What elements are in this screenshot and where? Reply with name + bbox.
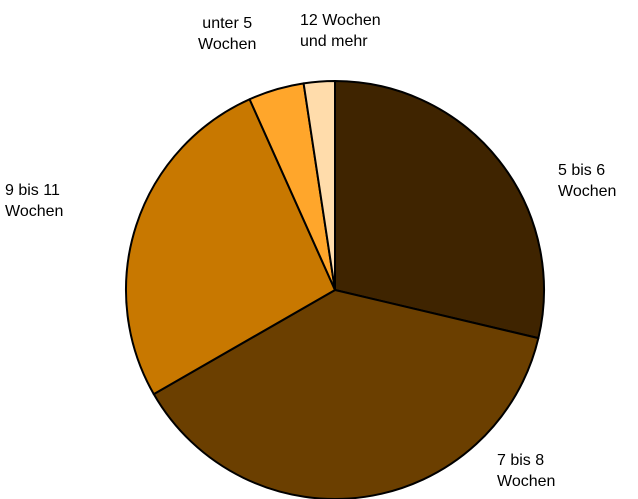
slice-label: 9 bis 11 Wochen <box>5 182 64 220</box>
pie-slice <box>125 98 336 396</box>
slice-label: 5 bis 6 Wochen <box>558 162 617 200</box>
pie-slice <box>152 289 540 499</box>
pie-slice <box>302 80 336 291</box>
pie-slice <box>334 80 545 340</box>
slice-label: 12 Wochen und mehr <box>300 12 381 50</box>
slice-label: 7 bis 8 Wochen <box>497 452 556 490</box>
slice-label: unter 5 Wochen <box>198 15 257 53</box>
